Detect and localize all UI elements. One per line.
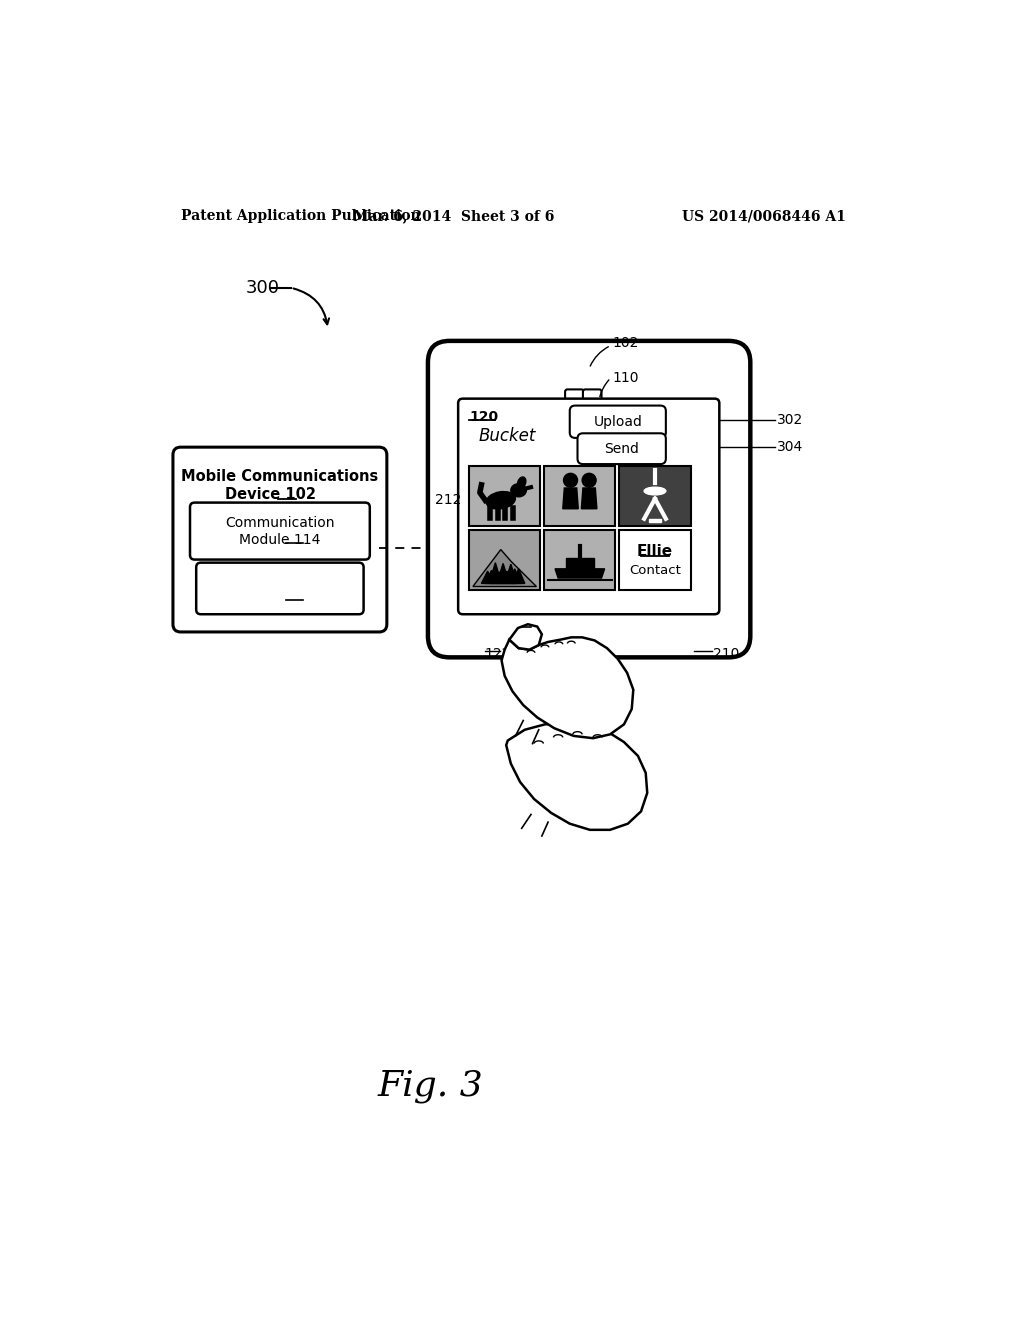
Polygon shape	[506, 723, 647, 830]
FancyBboxPatch shape	[458, 399, 719, 614]
Text: Module 118: Module 118	[240, 590, 321, 603]
Text: Upload: Upload	[593, 414, 642, 429]
Bar	[469, 466, 541, 527]
Polygon shape	[481, 566, 494, 583]
Text: 304: 304	[776, 440, 803, 454]
Bar	[620, 466, 690, 527]
FancyBboxPatch shape	[578, 433, 666, 465]
Polygon shape	[509, 624, 542, 649]
Polygon shape	[563, 488, 579, 508]
Bar	[649, 519, 662, 521]
Text: Ellie: Ellie	[637, 544, 673, 560]
Ellipse shape	[486, 491, 515, 510]
Text: Module 114: Module 114	[240, 532, 321, 546]
FancyBboxPatch shape	[583, 389, 601, 409]
Polygon shape	[501, 566, 513, 583]
Text: 110: 110	[612, 371, 639, 385]
Bar	[620, 531, 690, 590]
Text: Fig. 3: Fig. 3	[378, 1069, 483, 1104]
Bar	[544, 466, 615, 527]
Circle shape	[583, 474, 596, 487]
Text: Mar. 6, 2014  Sheet 3 of 6: Mar. 6, 2014 Sheet 3 of 6	[353, 209, 554, 223]
Text: 212: 212	[435, 494, 461, 507]
Text: Bucket: Bucket	[478, 426, 536, 445]
Ellipse shape	[511, 483, 526, 496]
Text: Communication: Communication	[225, 516, 335, 529]
FancyBboxPatch shape	[173, 447, 387, 632]
Ellipse shape	[517, 477, 526, 488]
Polygon shape	[509, 566, 521, 583]
Text: 120: 120	[469, 411, 498, 424]
Polygon shape	[489, 568, 502, 583]
Polygon shape	[473, 549, 537, 586]
Polygon shape	[505, 569, 517, 583]
Text: 102: 102	[612, 337, 639, 350]
Text: 302: 302	[776, 413, 803, 428]
Polygon shape	[566, 558, 594, 569]
Bar	[469, 531, 541, 590]
Text: Mobile Communications: Mobile Communications	[181, 469, 379, 484]
Circle shape	[563, 474, 578, 487]
Text: Patent Application Publication: Patent Application Publication	[180, 209, 420, 223]
FancyBboxPatch shape	[428, 341, 751, 657]
Text: Device 102: Device 102	[225, 487, 316, 503]
Text: 122: 122	[484, 647, 511, 660]
Polygon shape	[582, 488, 597, 508]
Polygon shape	[502, 638, 633, 738]
FancyBboxPatch shape	[569, 405, 666, 438]
Text: User Interface: User Interface	[230, 574, 329, 589]
Polygon shape	[493, 572, 506, 583]
FancyBboxPatch shape	[190, 503, 370, 560]
Text: US 2014/0068446 A1: US 2014/0068446 A1	[682, 209, 846, 223]
FancyBboxPatch shape	[197, 562, 364, 614]
Text: Send: Send	[604, 442, 639, 455]
FancyBboxPatch shape	[565, 389, 584, 409]
Polygon shape	[485, 566, 498, 583]
Bar	[544, 531, 615, 590]
Text: 300: 300	[246, 279, 280, 297]
Polygon shape	[555, 569, 604, 578]
Text: 210: 210	[713, 647, 739, 660]
Polygon shape	[512, 565, 524, 583]
Ellipse shape	[644, 487, 666, 495]
Polygon shape	[497, 566, 509, 583]
Text: Contact: Contact	[629, 564, 681, 577]
